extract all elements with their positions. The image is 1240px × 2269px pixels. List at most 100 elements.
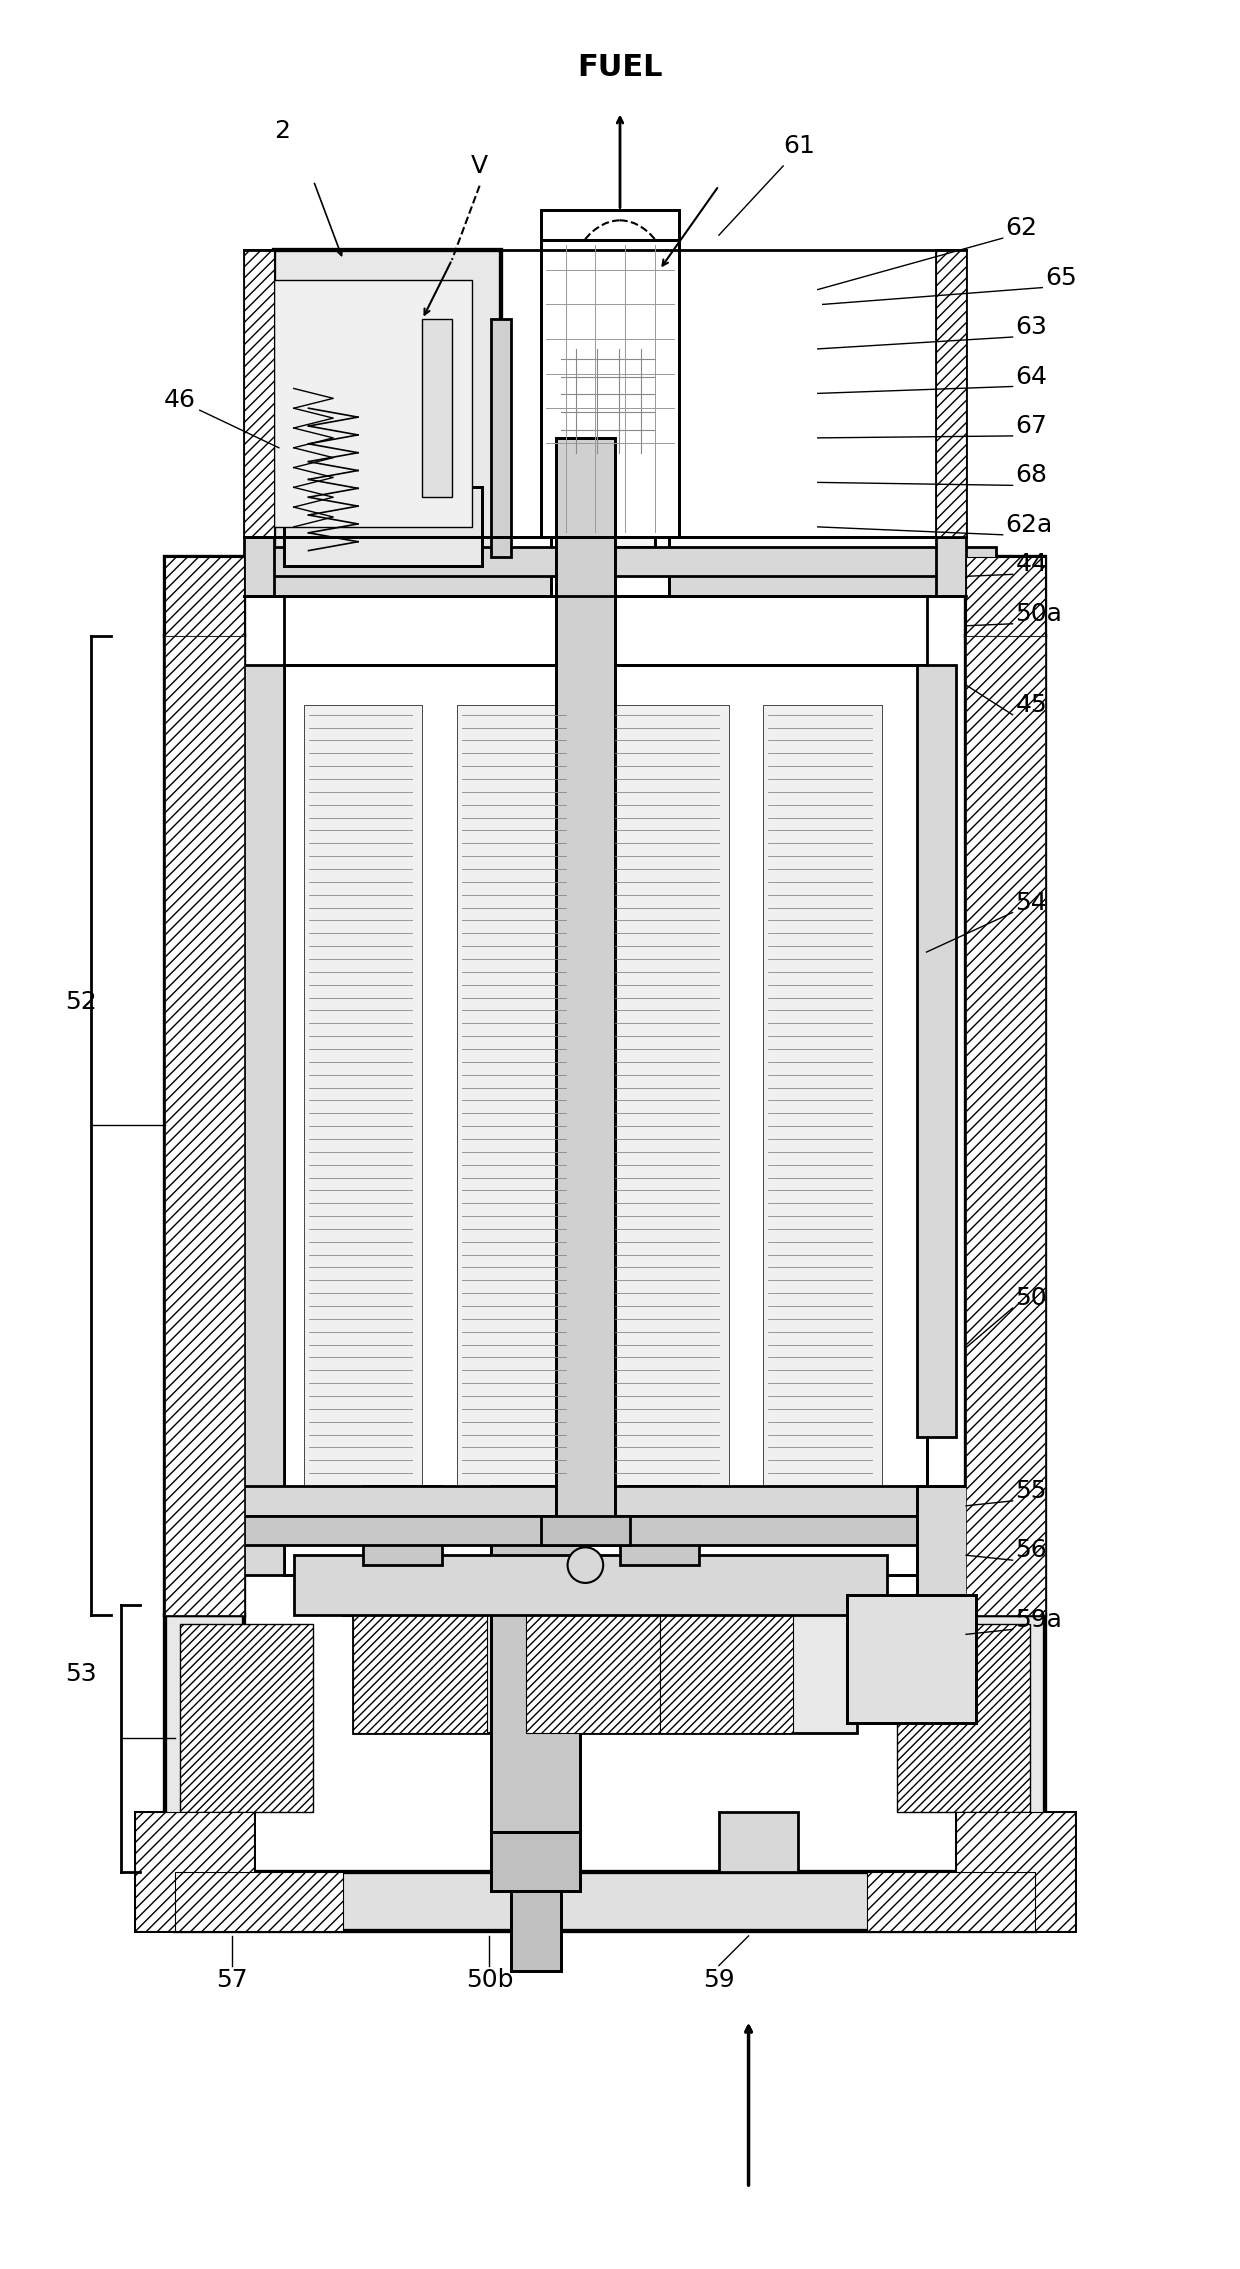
Bar <box>541 241 680 538</box>
Bar <box>491 1486 580 1831</box>
Bar <box>541 1516 630 1545</box>
Bar <box>966 635 1045 1616</box>
Bar <box>165 556 244 635</box>
Bar <box>284 488 481 567</box>
Bar <box>620 1486 699 1566</box>
Text: 46: 46 <box>164 388 196 413</box>
Bar <box>165 635 244 1616</box>
Bar <box>560 270 655 547</box>
Bar <box>556 438 615 1525</box>
Bar <box>966 1616 1045 1872</box>
Text: 57: 57 <box>217 1969 248 1992</box>
Bar <box>373 320 451 379</box>
Bar <box>610 706 729 1525</box>
Bar <box>610 279 650 338</box>
Bar <box>244 1486 936 1516</box>
Bar <box>244 250 274 538</box>
Text: 64: 64 <box>1016 365 1048 388</box>
Bar <box>284 665 926 1575</box>
Text: 62: 62 <box>1006 216 1038 241</box>
Bar <box>541 211 680 250</box>
Bar <box>966 556 1045 635</box>
Bar <box>175 1872 343 1931</box>
Bar <box>491 320 511 556</box>
Text: 61: 61 <box>784 134 815 159</box>
Bar <box>491 1486 580 1831</box>
Bar <box>551 250 670 597</box>
Text: 50b: 50b <box>466 1969 513 1992</box>
Text: 62a: 62a <box>1006 513 1053 538</box>
Bar <box>180 1625 314 1813</box>
Bar <box>284 665 926 1575</box>
Bar <box>966 635 1045 1616</box>
Text: 52: 52 <box>66 989 97 1014</box>
Bar <box>165 556 244 635</box>
Bar <box>244 665 284 1575</box>
Bar <box>135 1813 254 1931</box>
Bar <box>244 250 274 538</box>
Bar <box>343 1566 877 1616</box>
Bar <box>541 211 680 250</box>
Bar <box>595 363 620 388</box>
Text: 2: 2 <box>274 120 290 143</box>
Bar <box>244 556 966 597</box>
Bar <box>294 1554 887 1616</box>
Bar <box>916 1486 1016 1616</box>
Bar <box>353 1604 857 1734</box>
Text: 55: 55 <box>1016 1479 1047 1502</box>
Bar <box>135 1813 254 1931</box>
Bar <box>565 279 605 338</box>
Bar <box>135 1813 254 1931</box>
Bar <box>966 1616 1045 1872</box>
Text: 54: 54 <box>1016 892 1048 914</box>
Bar <box>254 547 996 576</box>
Bar <box>363 1486 441 1566</box>
Bar <box>373 388 451 447</box>
Bar <box>966 556 1045 635</box>
Bar <box>560 270 655 547</box>
Bar <box>936 538 966 597</box>
Bar <box>936 250 966 538</box>
Text: 65: 65 <box>1045 265 1076 290</box>
Bar <box>556 438 615 1525</box>
Bar <box>175 1872 1035 1931</box>
Bar <box>491 1813 580 1892</box>
Bar <box>916 1486 1016 1616</box>
Bar <box>916 665 956 1436</box>
Bar <box>966 635 1045 1616</box>
Text: 44: 44 <box>1016 551 1048 576</box>
Bar <box>423 320 451 497</box>
Text: 50: 50 <box>1016 1287 1047 1309</box>
Bar <box>764 706 882 1525</box>
Bar <box>294 349 324 379</box>
Text: 53: 53 <box>66 1661 97 1686</box>
Text: 59a: 59a <box>1016 1606 1063 1631</box>
Bar <box>491 1813 580 1892</box>
Bar <box>175 1872 1035 1931</box>
Text: FUEL: FUEL <box>578 52 662 82</box>
Text: 67: 67 <box>1016 413 1048 438</box>
Bar <box>867 1872 1035 1931</box>
Bar <box>847 1595 976 1724</box>
Bar <box>353 1616 486 1734</box>
Text: 59: 59 <box>703 1969 734 1992</box>
Bar <box>456 706 575 1525</box>
Bar <box>511 1892 560 1969</box>
Bar <box>956 1813 1075 1931</box>
Bar <box>966 556 1045 635</box>
Text: 56: 56 <box>1016 1538 1048 1563</box>
Text: 68: 68 <box>1016 463 1048 488</box>
Bar <box>541 241 680 538</box>
Bar <box>284 488 481 567</box>
Text: 45: 45 <box>1016 692 1048 717</box>
Bar <box>526 1616 660 1734</box>
Bar <box>956 1813 1075 1931</box>
Bar <box>165 1616 244 1872</box>
Bar <box>165 556 244 635</box>
Bar <box>897 1625 1030 1813</box>
Bar <box>551 250 670 597</box>
Bar <box>244 538 274 597</box>
Text: 63: 63 <box>1016 315 1048 338</box>
Bar <box>511 1892 560 1969</box>
Bar <box>625 363 650 388</box>
